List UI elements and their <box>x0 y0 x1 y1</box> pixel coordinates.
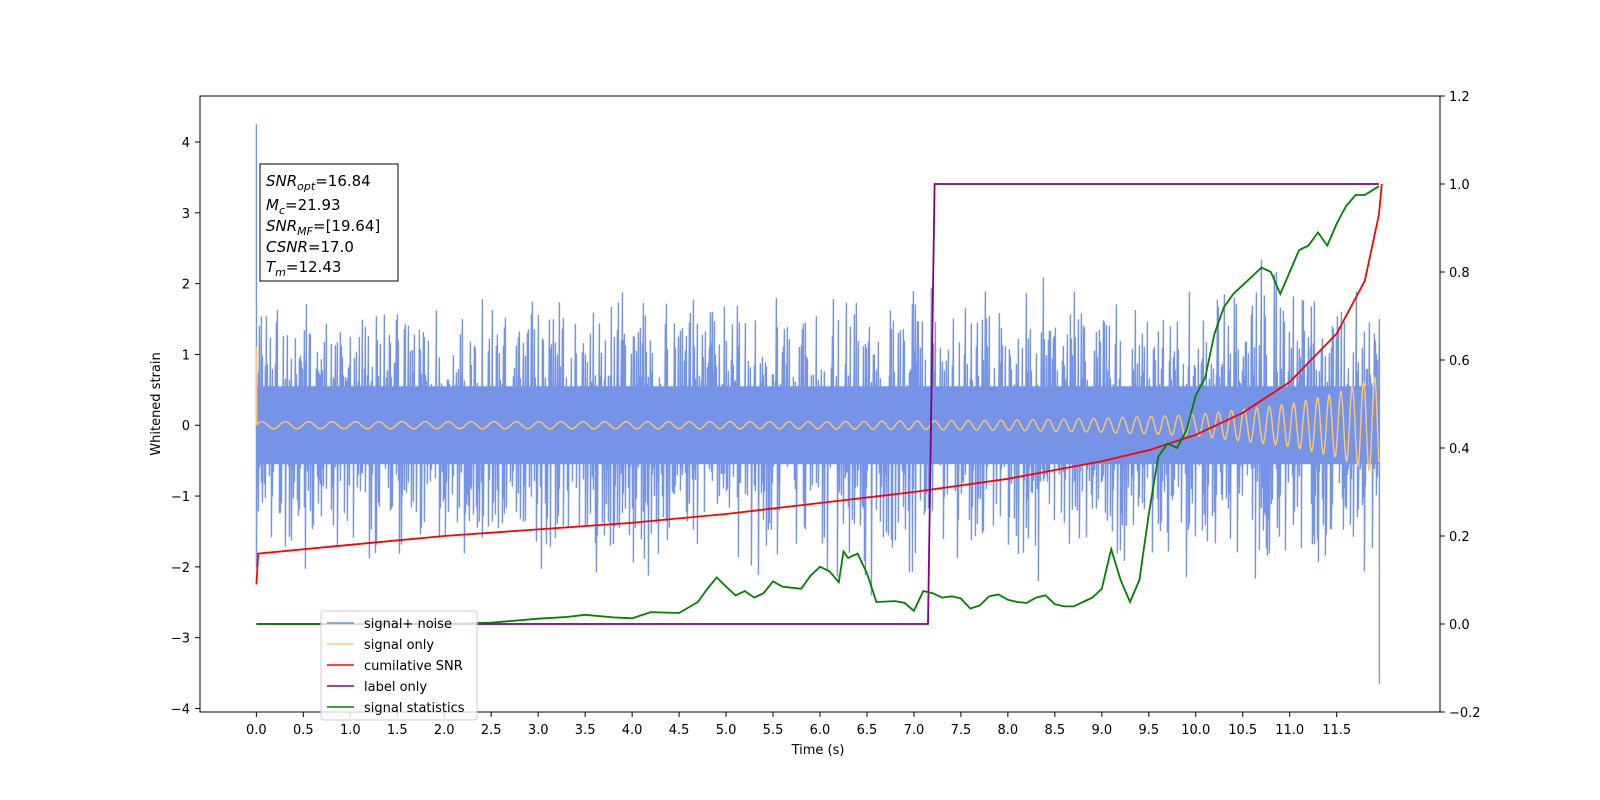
x-tick-label: 11.0 <box>1275 723 1304 738</box>
annotation-line-csnr: CSNR=17.0 <box>266 238 354 256</box>
legend-label: signal+ noise <box>364 617 452 632</box>
series-signal-statistics-line <box>256 185 1380 625</box>
x-tick-label: 7.5 <box>951 723 972 738</box>
x-tick-label: 5.0 <box>716 723 737 738</box>
x-tick-label: 10.5 <box>1228 723 1257 738</box>
x-tick-label: 8.0 <box>998 723 1019 738</box>
left-axis: 4 3 2 1 0 −1 −2 −3 −4 <box>171 136 200 717</box>
y-axis-label: Whitened strain <box>149 352 164 455</box>
left-tick-label: 1 <box>182 348 190 363</box>
legend-label: signal statistics <box>364 701 465 716</box>
annotation-line-snr-opt: SNRopt=16.84 <box>266 172 371 193</box>
left-tick-label: 0 <box>182 419 190 434</box>
right-tick-label: 0.2 <box>1449 530 1470 545</box>
legend-item-cumilative-snr: cumilative SNR <box>327 659 463 674</box>
legend-label: signal only <box>364 638 434 653</box>
annotation-line-snr-mf: SNRMF=[19.64] <box>266 217 380 238</box>
annotation-box: SNRopt=16.84 Mc=21.93 SNRMF=[19.64] CSNR… <box>259 163 399 282</box>
x-tick-label: 3.5 <box>575 723 596 738</box>
annotation-line-tm: Tm=12.43 <box>266 258 341 279</box>
right-tick-label: 0.4 <box>1449 442 1470 457</box>
right-tick-label: 1.2 <box>1449 90 1470 105</box>
left-tick-label: −3 <box>171 632 190 647</box>
left-tick-label: 3 <box>182 207 190 222</box>
series-cumilative-snr-line <box>255 183 1383 585</box>
legend-item-signal-only: signal only <box>327 638 434 653</box>
right-axis: 1.2 1.0 0.8 0.6 0.4 0.2 0.0 −0.2 <box>1440 90 1481 721</box>
x-tick-label: 3.0 <box>528 723 549 738</box>
x-tick-label: 2.0 <box>434 723 455 738</box>
x-tick-label: 1.5 <box>387 723 408 738</box>
x-tick-label: 11.5 <box>1322 723 1351 738</box>
legend-item-signal-statistics: signal statistics <box>327 701 465 716</box>
legend: signal+ noise signal only cumilative SNR… <box>320 610 478 721</box>
x-axis: 0.0 0.5 1.0 1.5 2.0 2.5 3.0 3.5 4.0 4.5 5.0 5.5 6.0 6… <box>246 712 1351 738</box>
right-tick-label: −0.2 <box>1449 706 1481 721</box>
left-tick-label: 4 <box>182 136 190 151</box>
left-tick-label: 2 <box>182 278 190 293</box>
x-tick-label: 0.0 <box>246 723 267 738</box>
legend-label: label only <box>364 680 427 695</box>
x-tick-label: 7.0 <box>904 723 925 738</box>
annotation-line-mc: Mc=21.93 <box>266 196 341 217</box>
series-layer <box>255 124 1383 684</box>
x-tick-label: 4.0 <box>622 723 643 738</box>
legend-label: cumilative SNR <box>364 659 463 674</box>
x-tick-label: 9.5 <box>1138 723 1159 738</box>
x-tick-label: 5.5 <box>763 723 784 738</box>
x-tick-label: 6.5 <box>857 723 878 738</box>
x-tick-label: 1.0 <box>340 723 361 738</box>
legend-item-label: label only <box>327 680 427 695</box>
x-axis-label: Time (s) <box>791 743 845 758</box>
left-tick-label: −2 <box>171 561 190 576</box>
series-label-line <box>256 183 1379 625</box>
x-tick-label: 2.5 <box>481 723 502 738</box>
right-tick-label: 0.0 <box>1449 618 1470 633</box>
x-tick-label: 0.5 <box>293 723 314 738</box>
series-signal-only-line <box>255 347 1380 472</box>
left-tick-label: −4 <box>171 702 190 717</box>
right-tick-label: 0.6 <box>1449 354 1470 369</box>
series-signal-noise-line <box>255 124 1381 684</box>
x-tick-label: 6.0 <box>810 723 831 738</box>
x-tick-label: 9.0 <box>1091 723 1112 738</box>
x-tick-label: 8.5 <box>1045 723 1066 738</box>
left-tick-label: −1 <box>171 490 190 505</box>
x-tick-label: 10.0 <box>1181 723 1210 738</box>
right-tick-label: 1.0 <box>1449 178 1470 193</box>
legend-item-signal-noise: signal+ noise <box>327 617 452 632</box>
right-tick-label: 0.8 <box>1449 266 1470 281</box>
x-tick-label: 4.5 <box>669 723 690 738</box>
